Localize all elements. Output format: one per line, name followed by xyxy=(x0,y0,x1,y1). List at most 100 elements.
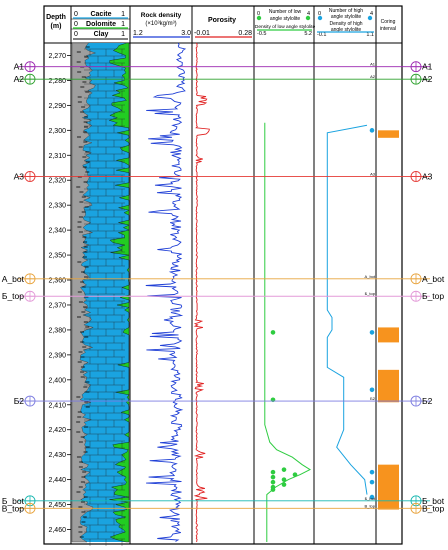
coring-interval xyxy=(378,464,399,510)
porosity-min: -0.01 xyxy=(194,30,210,37)
horizon-label-small: Б_bot xyxy=(365,496,376,501)
horizon-label-small: B_top xyxy=(365,503,376,508)
depth-tick-label: 2,420 xyxy=(48,427,66,434)
horizon-label-right: Б_bot xyxy=(422,496,445,506)
depth-tick-label: 2,280 xyxy=(48,78,66,85)
low-count-dot xyxy=(281,467,287,472)
depth-tick-label: 2,290 xyxy=(48,103,66,110)
high-count-dot xyxy=(369,330,375,335)
low-count-label-2: angle stylolite xyxy=(270,16,301,22)
low-count-dot xyxy=(270,487,276,492)
depth-tick-label: 2,370 xyxy=(48,302,66,309)
depth-tick-label: 2,360 xyxy=(48,278,66,285)
density-title: Rock density xyxy=(141,12,182,19)
depth-tick-label: 2,320 xyxy=(48,178,66,185)
high-count-label-2: angle stylolite xyxy=(331,14,362,20)
horizon-label-small: A3 xyxy=(370,171,376,176)
high-density-label-2: angle stylolite xyxy=(331,27,362,33)
depth-tick-label: 2,310 xyxy=(48,153,66,160)
horizon-label-right: B_top xyxy=(422,503,444,513)
dolomite-fill xyxy=(108,42,130,543)
horizon-label-left: A2 xyxy=(14,74,25,84)
calcite-label: Cacite xyxy=(90,11,111,18)
high-density-min: -0.1 xyxy=(317,32,326,38)
horizon-label-left: A1 xyxy=(14,62,25,72)
horizon-label-left: Б2 xyxy=(14,396,25,406)
high-count-dot xyxy=(369,469,375,475)
low-count-dot xyxy=(281,482,287,487)
depth-unit: (m) xyxy=(51,23,62,30)
high-count-dot xyxy=(369,128,375,133)
low-count-dot xyxy=(270,469,276,475)
depth-tick-label: 2,450 xyxy=(48,502,66,509)
low-count-legend-dot xyxy=(305,15,311,21)
high-count-max: 4 xyxy=(370,11,373,17)
clay-min: 0 xyxy=(74,31,78,38)
horizon-label-right: Б2 xyxy=(422,396,433,406)
low-count-dot xyxy=(270,330,276,335)
dolomite-max: 1 xyxy=(121,21,125,28)
high-count-dot xyxy=(369,479,375,485)
low-count-label-1: Number of low xyxy=(269,9,302,15)
horizon-label-left: A3 xyxy=(14,171,25,181)
depth-tick-label: 2,330 xyxy=(48,203,66,210)
horizon-label-small: Б2 xyxy=(370,396,376,401)
low-density-label: Density of low angle stylolite xyxy=(255,24,316,30)
depth-tick-label: 2,430 xyxy=(48,452,66,459)
horizon-label-left: Б_bot xyxy=(2,496,25,506)
panel-frame xyxy=(43,5,403,545)
horizon-label-right: A1 xyxy=(422,62,433,72)
depth-tick-label: 2,270 xyxy=(48,53,66,60)
horizon-label-small: A1 xyxy=(370,62,376,67)
high-count-dot xyxy=(369,494,375,500)
depth-tick-label: 2,400 xyxy=(48,377,66,384)
horizon-label-left: B_top xyxy=(2,503,24,513)
horizon-label-small: A_bot xyxy=(365,274,376,279)
coring-interval xyxy=(378,327,399,343)
porosity-max: 0.28 xyxy=(238,30,252,37)
horizon-label-right: Б_top xyxy=(422,291,444,301)
high-density-curve xyxy=(326,124,368,495)
low-count-dot xyxy=(270,479,276,485)
coring-label-1: Coring xyxy=(381,19,396,25)
high-density-label-1: Density of high xyxy=(329,21,362,27)
log-tracks: 2,270 2,280 2,290 2,300 2,310 2,320 2,330 2,340… xyxy=(2,5,445,546)
high-count-min: 0 xyxy=(318,11,321,17)
coring-interval xyxy=(378,369,399,403)
high-density-max: 1.1 xyxy=(366,32,374,38)
depth-tick-label: 2,350 xyxy=(48,253,66,260)
dolomite-label: Dolomite xyxy=(86,21,116,28)
coring-label-2: interval xyxy=(380,26,396,32)
horizon-label-small: A2 xyxy=(370,74,376,79)
high-count-legend-dot xyxy=(317,15,323,21)
high-count-dot xyxy=(369,387,375,393)
high-count-legend-dot xyxy=(367,15,373,21)
low-density-min: -0.5 xyxy=(257,31,266,37)
horizon-label-right: A_bot xyxy=(422,274,445,284)
calcite-max: 1 xyxy=(121,11,125,18)
depth-tick-label: 2,440 xyxy=(48,477,66,484)
low-count-dot xyxy=(281,477,287,482)
low-count-dot xyxy=(292,472,298,477)
porosity-title: Porosity xyxy=(208,17,236,24)
depth-tick-label: 2,390 xyxy=(48,352,66,359)
density-curve xyxy=(145,42,187,542)
density-unit: (×10³kg/m³) xyxy=(145,21,176,27)
horizon-label-small: Б_top xyxy=(365,291,376,296)
low-count-legend-dot xyxy=(256,15,262,21)
horizon-label-right: A2 xyxy=(422,74,433,84)
depth-title: Depth xyxy=(46,14,66,21)
density-max: 3.0 xyxy=(181,30,191,37)
coring-interval xyxy=(378,130,399,138)
clay-max: 1 xyxy=(121,31,125,38)
density-min: 1.2 xyxy=(133,30,143,37)
porosity-curve xyxy=(193,42,210,543)
depth-tick-label: 2,380 xyxy=(48,327,66,334)
depth-tick-label: 2,340 xyxy=(48,228,66,235)
track-headers: Depth (m) 0 Cacite 1 0 Dolomite 1 0 Clay… xyxy=(46,8,396,38)
low-count-max: 4 xyxy=(307,11,310,17)
low-count-dot xyxy=(270,474,276,480)
horizon-label-right: A3 xyxy=(422,171,433,181)
horizon-label-left: A_bot xyxy=(2,274,25,284)
